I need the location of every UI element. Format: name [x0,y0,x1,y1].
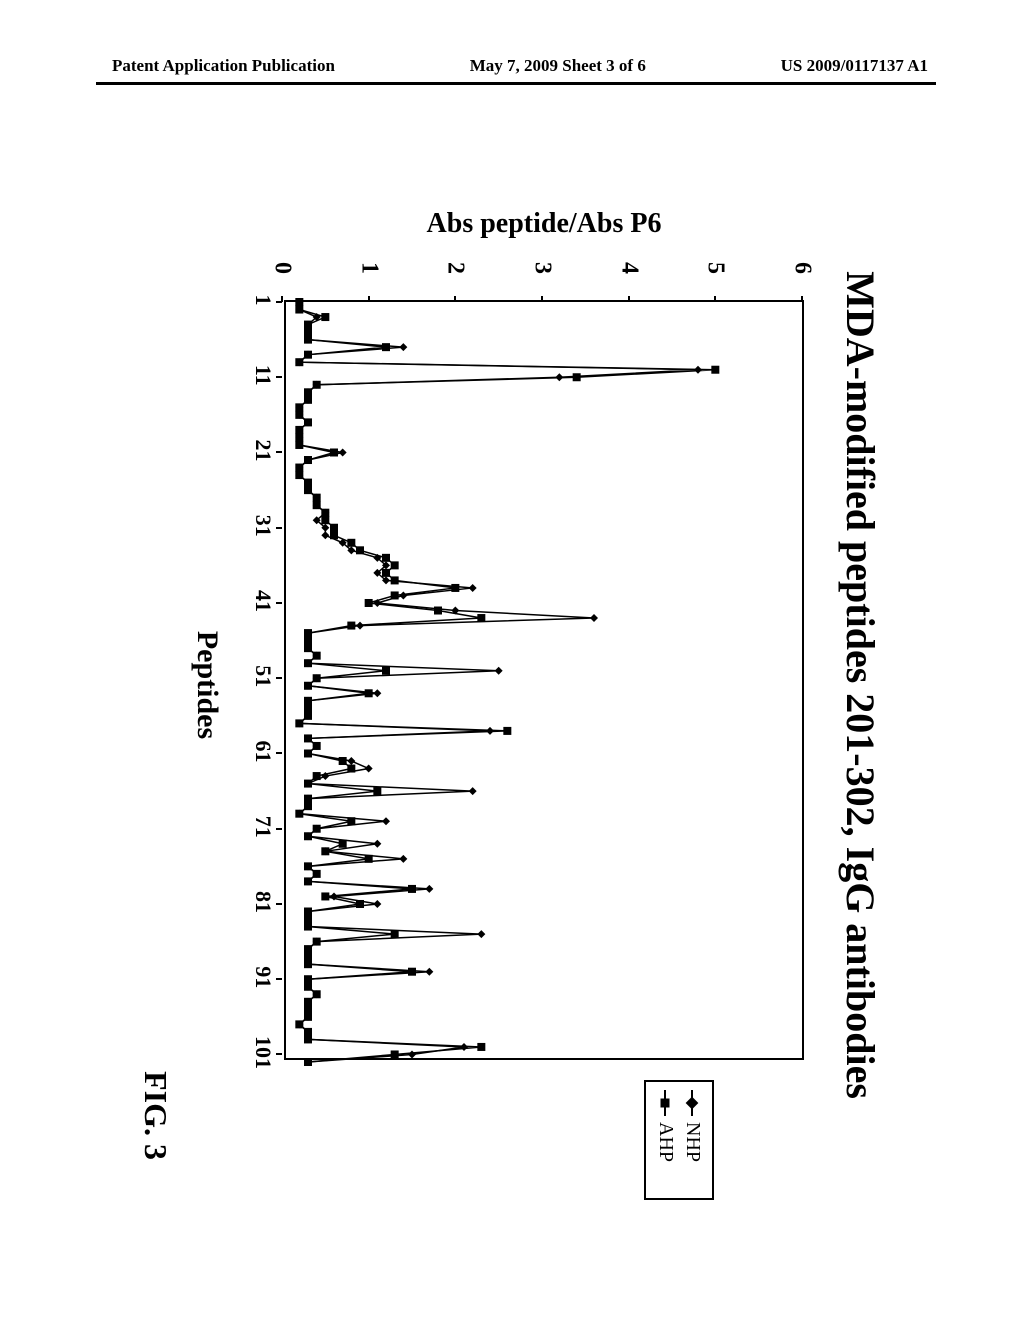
x-tick-label: 11 [250,365,276,386]
square-marker-icon [661,1099,670,1108]
chart-title: MDA-modified peptides 201-302, IgG antib… [837,130,884,1240]
header-divider [96,82,936,85]
x-tick-label: 1 [250,295,276,306]
chart-svg [282,302,802,1062]
y-tick-label: 2 [442,262,469,274]
y-tick-label: 4 [615,262,642,274]
header-right: US 2009/0117137 A1 [781,56,928,76]
y-tick-label: 6 [789,262,816,274]
legend-label-nhp: NHP [681,1122,704,1162]
legend-item-nhp: NHP [679,1090,706,1190]
x-tick-label: 101 [250,1036,276,1069]
x-tick-label: 61 [250,740,276,762]
x-tick-label: 91 [250,966,276,988]
chart-plot-area: 0123456 [284,300,804,1060]
x-tick-label: 31 [250,515,276,537]
x-tick-label: 41 [250,590,276,612]
y-tick-label: 3 [529,262,556,274]
figure-rotated-wrap: MDA-modified peptides 201-302, IgG antib… [0,173,1024,1197]
chart-legend: NHP AHP [644,1080,714,1200]
x-tick-label: 51 [250,665,276,687]
legend-swatch-nhp [687,1090,699,1116]
diamond-marker-icon [686,1097,699,1110]
header-center: May 7, 2009 Sheet 3 of 6 [470,56,646,76]
figure-inner: MDA-modified peptides 201-302, IgG antib… [0,130,1024,1240]
legend-swatch-ahp [660,1090,672,1116]
figure-caption: FIG. 3 [137,130,174,1240]
legend-item-ahp: AHP [652,1090,679,1190]
x-tick-label: 71 [250,816,276,838]
x-tick-label: 21 [250,439,276,461]
header-left: Patent Application Publication [112,56,335,76]
y-axis-label: Abs peptide/Abs P6 [284,208,804,240]
y-tick-label: 1 [355,262,382,274]
page-header: Patent Application Publication May 7, 20… [0,56,1024,76]
y-tick-label: 0 [269,262,296,274]
x-axis-label: Peptides [190,130,224,1240]
x-tick-label: 81 [250,891,276,913]
y-tick-label: 5 [702,262,729,274]
legend-label-ahp: AHP [654,1122,677,1162]
